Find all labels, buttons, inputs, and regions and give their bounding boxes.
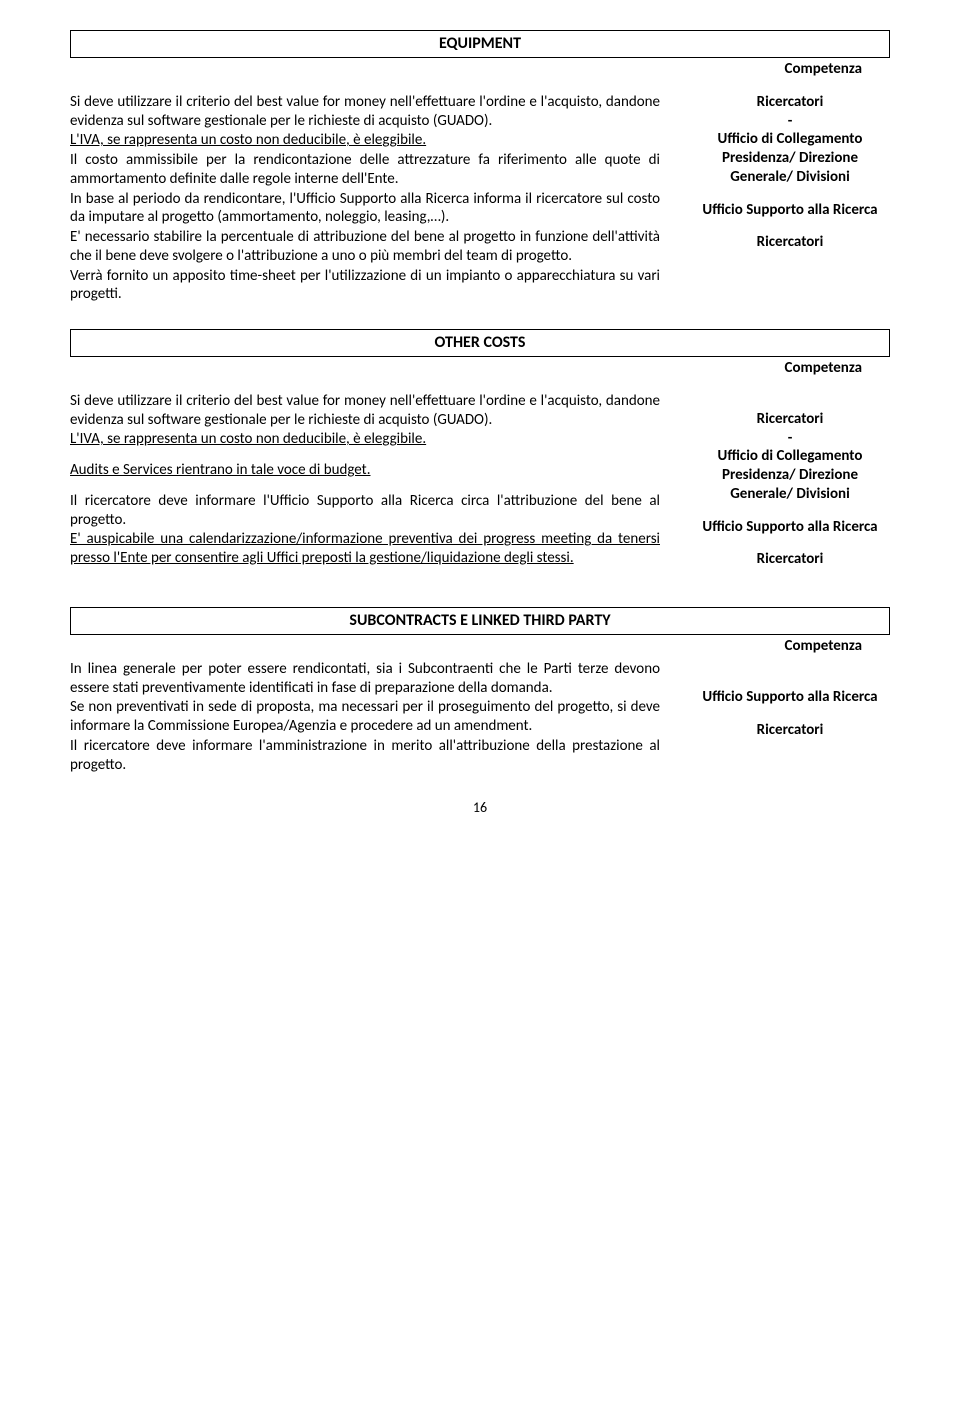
equipment-r1-dash: - [690, 112, 890, 131]
other-costs-r1-l1: Ricercatori [690, 410, 890, 429]
equipment-body: Si deve utilizzare il criterio del best … [70, 93, 890, 305]
subcontracts-left: In linea generale per poter essere rendi… [70, 660, 660, 776]
equipment-p4: In base al periodo da rendicontare, l'Uf… [70, 190, 660, 228]
equipment-p1: Si deve utilizzare il criterio del best … [70, 93, 660, 131]
subcontracts-p3: Il ricercatore deve informare l'amminist… [70, 737, 660, 775]
subcontracts-competenza: Competenza [70, 637, 890, 656]
equipment-right-block3: Ricercatori [690, 233, 890, 252]
other-costs-body: Si deve utilizzare il criterio del best … [70, 392, 890, 583]
subcontracts-header: SUBCONTRACTS E LINKED THIRD PARTY [70, 607, 890, 635]
other-costs-right: Ricercatori - Ufficio di Collegamento Pr… [690, 392, 890, 583]
other-costs-p5: E' auspicabile una calendarizzazione/inf… [70, 530, 660, 568]
other-costs-p1: Si deve utilizzare il criterio del best … [70, 392, 660, 430]
equipment-right-block1: Ricercatori - Ufficio di Collegamento Pr… [690, 93, 890, 187]
other-costs-right-block3: Ricercatori [690, 550, 890, 569]
subcontracts-p1: In linea generale per poter essere rendi… [70, 660, 660, 698]
other-costs-competenza: Competenza [70, 359, 890, 378]
other-costs-header: OTHER COSTS [70, 329, 890, 357]
subcontracts-right: Ufficio Supporto alla Ricerca Ricercator… [690, 660, 890, 776]
equipment-p5: E' necessario stabilire la percentuale d… [70, 228, 660, 266]
subcontracts-right-block1: Ufficio Supporto alla Ricerca [690, 688, 890, 707]
other-costs-r1-dash: - [690, 429, 890, 448]
subcontracts-body: In linea generale per poter essere rendi… [70, 660, 890, 776]
equipment-p2: L'IVA, se rappresenta un costo non deduc… [70, 131, 660, 150]
equipment-header: EQUIPMENT [70, 30, 890, 58]
page-number: 16 [70, 799, 890, 817]
subcontracts-right-block2: Ricercatori [690, 721, 890, 740]
equipment-competenza: Competenza [70, 60, 890, 79]
other-costs-right-block2: Ufficio Supporto alla Ricerca [690, 518, 890, 537]
equipment-right-block2: Ufficio Supporto alla Ricerca [690, 201, 890, 220]
other-costs-left: Si deve utilizzare il criterio del best … [70, 392, 660, 583]
other-costs-r1-l2: Ufficio di Collegamento Presidenza/ Dire… [690, 447, 890, 503]
equipment-p6: Verrà fornito un apposito time-sheet per… [70, 267, 660, 305]
equipment-right: Ricercatori - Ufficio di Collegamento Pr… [690, 93, 890, 305]
equipment-r1-l1: Ricercatori [690, 93, 890, 112]
equipment-r1-l2: Ufficio di Collegamento Presidenza/ Dire… [690, 130, 890, 186]
equipment-p3: Il costo ammissibile per la rendicontazi… [70, 151, 660, 189]
other-costs-p4: Il ricercatore deve informare l'Ufficio … [70, 492, 660, 530]
other-costs-p3: Audits e Services rientrano in tale voce… [70, 461, 660, 480]
equipment-left: Si deve utilizzare il criterio del best … [70, 93, 660, 305]
subcontracts-p2: Se non preventivati in sede di proposta,… [70, 698, 660, 736]
other-costs-right-block1: Ricercatori - Ufficio di Collegamento Pr… [690, 410, 890, 504]
other-costs-p2: L'IVA, se rappresenta un costo non deduc… [70, 430, 660, 449]
